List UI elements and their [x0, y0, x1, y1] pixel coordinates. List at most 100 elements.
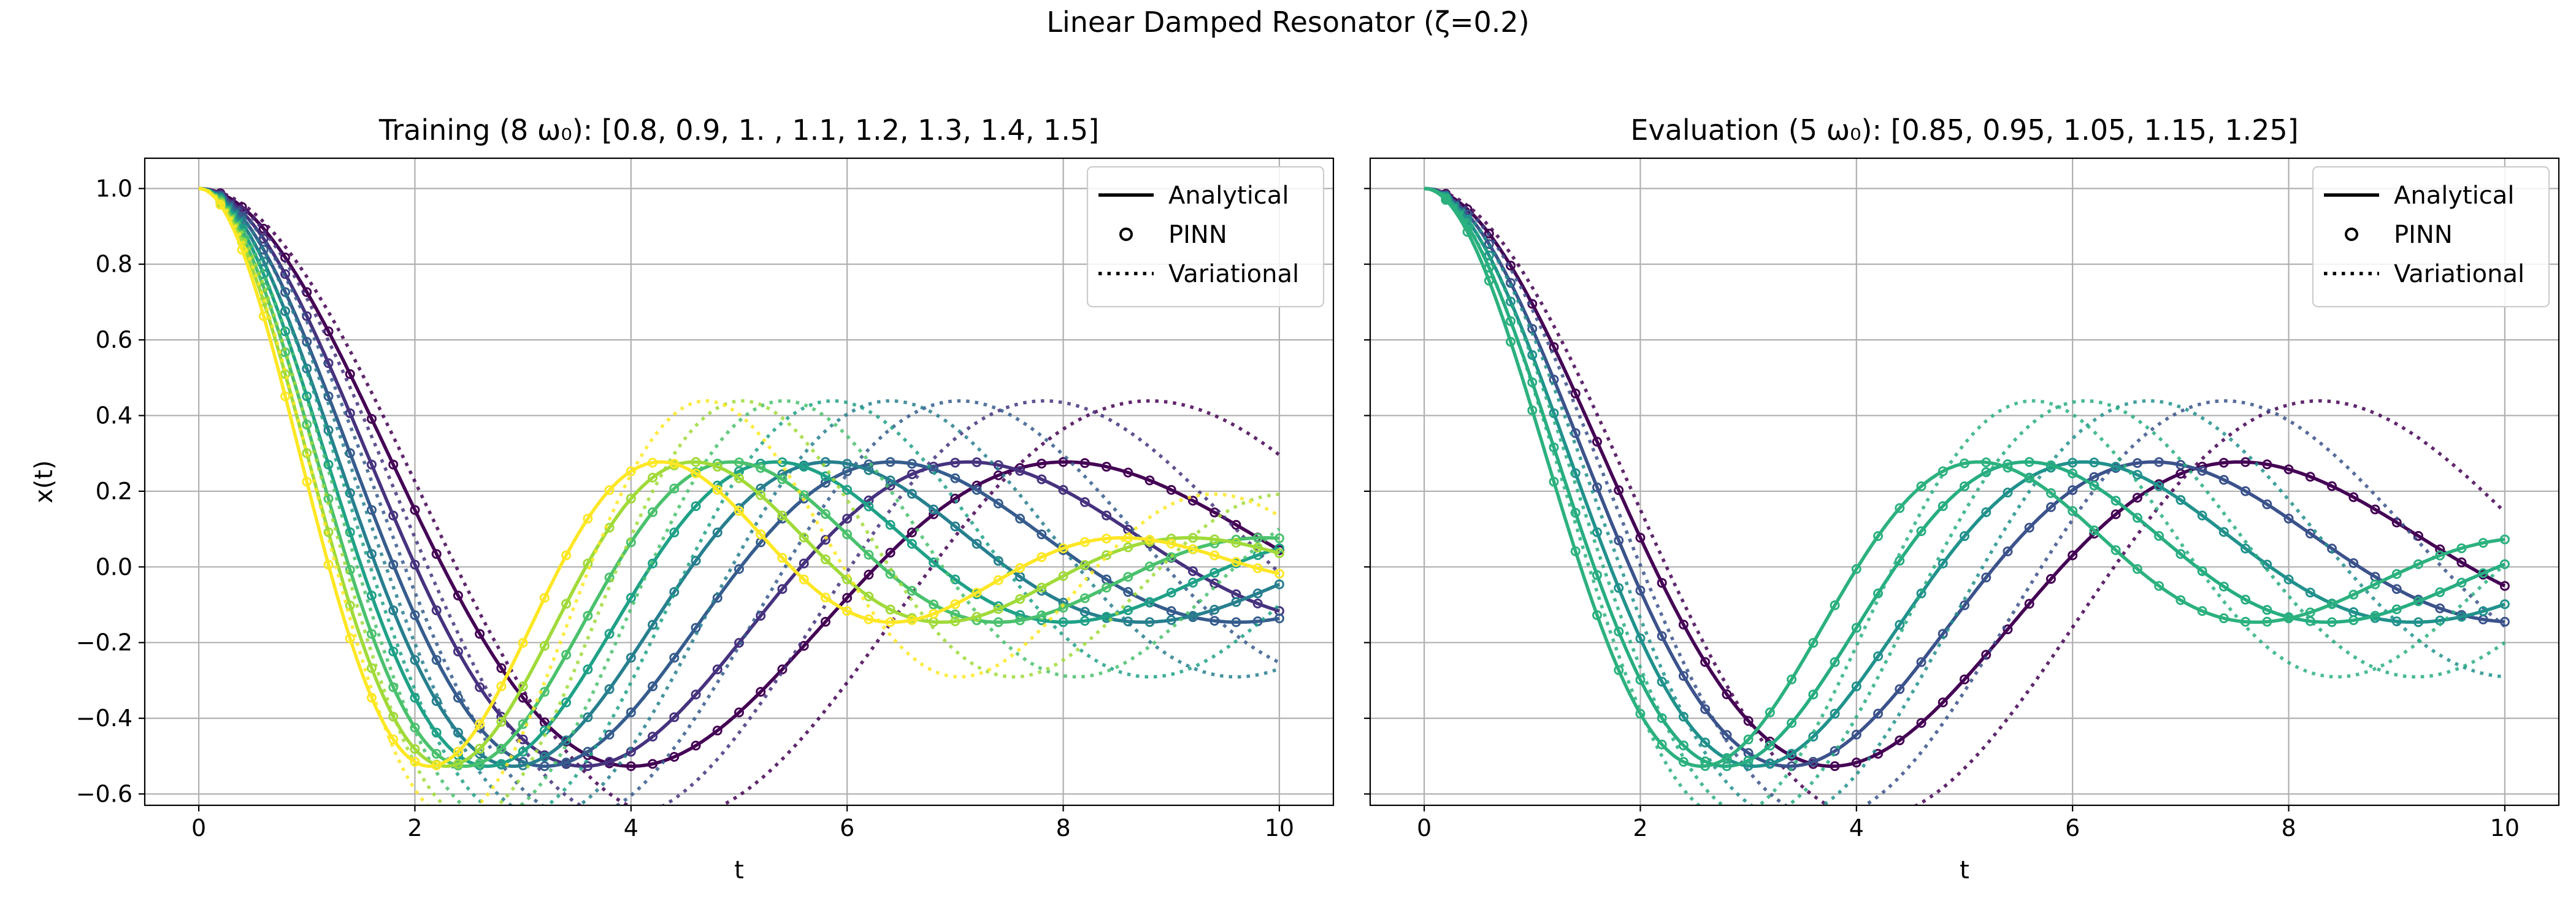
- pinn-point-0-22: [1916, 718, 1926, 728]
- pinn-point-0-38: [2262, 459, 2272, 470]
- pinn-point-4-21: [669, 527, 680, 538]
- pinn-point-4-27: [799, 461, 809, 472]
- x-tick-label-0: 0: [191, 815, 206, 841]
- pinn-point-0-43: [2370, 504, 2380, 515]
- pinn-point-3-19: [626, 653, 636, 663]
- pinn-point-0-26: [2003, 624, 2013, 635]
- pinn-point-4-19: [626, 592, 636, 603]
- pinn-point-6-7: [366, 663, 377, 673]
- pinn-point-5-16: [561, 650, 572, 660]
- pinn-point-0-29: [2068, 550, 2078, 561]
- pinn-point-7-7: [366, 692, 377, 703]
- pinn-point-1-9: [410, 559, 420, 570]
- pinn-point-0-45: [2413, 531, 2423, 541]
- pinn-point-6-25: [756, 490, 766, 500]
- pinn-point-0-2: [1484, 228, 1494, 239]
- pinn-point-5-30: [864, 550, 874, 560]
- pinn-point-1-44: [2391, 584, 2402, 594]
- pinn-point-2-33: [2154, 481, 2164, 491]
- pinn-point-0-31: [885, 548, 895, 558]
- pinn-point-4-31: [885, 519, 895, 530]
- pinn-point-6-31: [885, 604, 895, 615]
- pinn-point-1-32: [907, 469, 917, 480]
- pinn-point-4-21: [1895, 503, 1905, 513]
- pinn-point-0-44: [1166, 485, 1176, 495]
- pinn-point-1-38: [1037, 474, 1047, 485]
- y-tick-label-5: 0.4: [96, 402, 132, 429]
- pinn-point-0-8: [388, 459, 399, 470]
- pinn-point-3-23: [712, 527, 723, 538]
- pinn-point-5-49: [1274, 533, 1284, 543]
- pinn-point-7-21: [669, 459, 680, 469]
- pinn-point-3-19: [1851, 623, 1861, 633]
- pinn-point-3-10: [431, 696, 442, 707]
- pinn-point-7-5: [323, 559, 334, 570]
- pinn-point-4-18: [1830, 600, 1840, 610]
- pinn-point-1-46: [2435, 603, 2445, 613]
- pinn-point-2-44: [2391, 616, 2402, 627]
- pinn-point-7-34: [950, 599, 960, 610]
- pinn-point-1-24: [734, 638, 744, 648]
- pinn-point-4-9: [410, 692, 420, 703]
- pinn-point-6-28: [820, 554, 830, 564]
- pinn-point-2-44: [1166, 606, 1176, 616]
- pinn-point-6-26: [777, 510, 788, 521]
- pinn-point-6-39: [1058, 571, 1068, 581]
- pinn-point-4-43: [1144, 597, 1155, 607]
- pinn-point-0-30: [864, 569, 874, 580]
- pinn-point-6-30: [864, 591, 874, 602]
- pinn-point-4-32: [2132, 564, 2142, 574]
- pinn-point-5-21: [669, 483, 680, 494]
- pinn-point-7-40: [1079, 537, 1090, 547]
- pinn-point-1-35: [972, 457, 982, 467]
- pinn-point-0-24: [1960, 674, 1969, 684]
- y-tick-label-7: 0.8: [96, 251, 132, 278]
- pinn-point-7-11: [453, 746, 463, 757]
- pinn-point-6-41: [1102, 550, 1112, 561]
- pinn-point-1-11: [1678, 671, 1689, 681]
- pinn-point-2-7: [366, 505, 377, 515]
- pinn-point-3-33: [2154, 531, 2164, 541]
- pinn-point-3-42: [1123, 616, 1133, 627]
- y-tick-label-2: −0.2: [76, 629, 132, 656]
- pinn-point-2-36: [2218, 527, 2229, 537]
- pinn-point-0-37: [2241, 457, 2251, 467]
- pinn-point-1-49: [2499, 616, 2510, 627]
- pinn-point-0-38: [1037, 458, 1047, 469]
- legend-frame: [2312, 166, 2550, 308]
- pinn-point-4-47: [2456, 543, 2467, 553]
- pinn-point-1-19: [1851, 729, 1861, 740]
- pinn-point-0-22: [691, 740, 701, 751]
- pinn-point-1-13: [1722, 730, 1732, 740]
- pinn-point-0-10: [1657, 578, 1667, 588]
- pinn-point-2-47: [1231, 617, 1241, 627]
- pinn-point-4-17: [583, 664, 593, 675]
- x-tick-label-2: 4: [1849, 815, 1864, 841]
- pinn-point-3-33: [929, 504, 939, 515]
- pinn-point-4-9: [1635, 708, 1646, 719]
- pinn-point-7-22: [691, 468, 701, 478]
- pinn-point-2-15: [1765, 759, 1775, 769]
- pinn-point-0-23: [1938, 697, 1948, 708]
- pinn-point-4-13: [1722, 753, 1732, 763]
- pinn-point-3-31: [885, 475, 895, 486]
- pinn-point-0-39: [1058, 457, 1068, 467]
- pinn-point-4-46: [1209, 567, 1220, 578]
- pinn-point-4-26: [2003, 462, 2013, 473]
- pinn-point-4-4: [302, 391, 312, 402]
- pinn-point-4-33: [2154, 581, 2164, 591]
- pinn-point-6-38: [1037, 583, 1047, 593]
- pinn-point-3-44: [1166, 615, 1176, 626]
- pinn-point-0-3: [1506, 261, 1516, 271]
- pinn-point-7-6: [345, 633, 355, 643]
- pinn-point-3-46: [1209, 604, 1220, 615]
- pinn-point-2-49: [2499, 599, 2510, 610]
- pinn-point-1-33: [2154, 457, 2164, 467]
- pinn-point-7-43: [1144, 534, 1155, 545]
- pinn-point-3-3: [280, 306, 291, 316]
- pinn-point-6-27: [799, 532, 809, 543]
- pinn-point-0-13: [1722, 689, 1732, 700]
- pinn-point-3-23: [1938, 501, 1948, 512]
- pinn-point-0-43: [1144, 475, 1155, 486]
- pinn-point-4-29: [842, 485, 853, 495]
